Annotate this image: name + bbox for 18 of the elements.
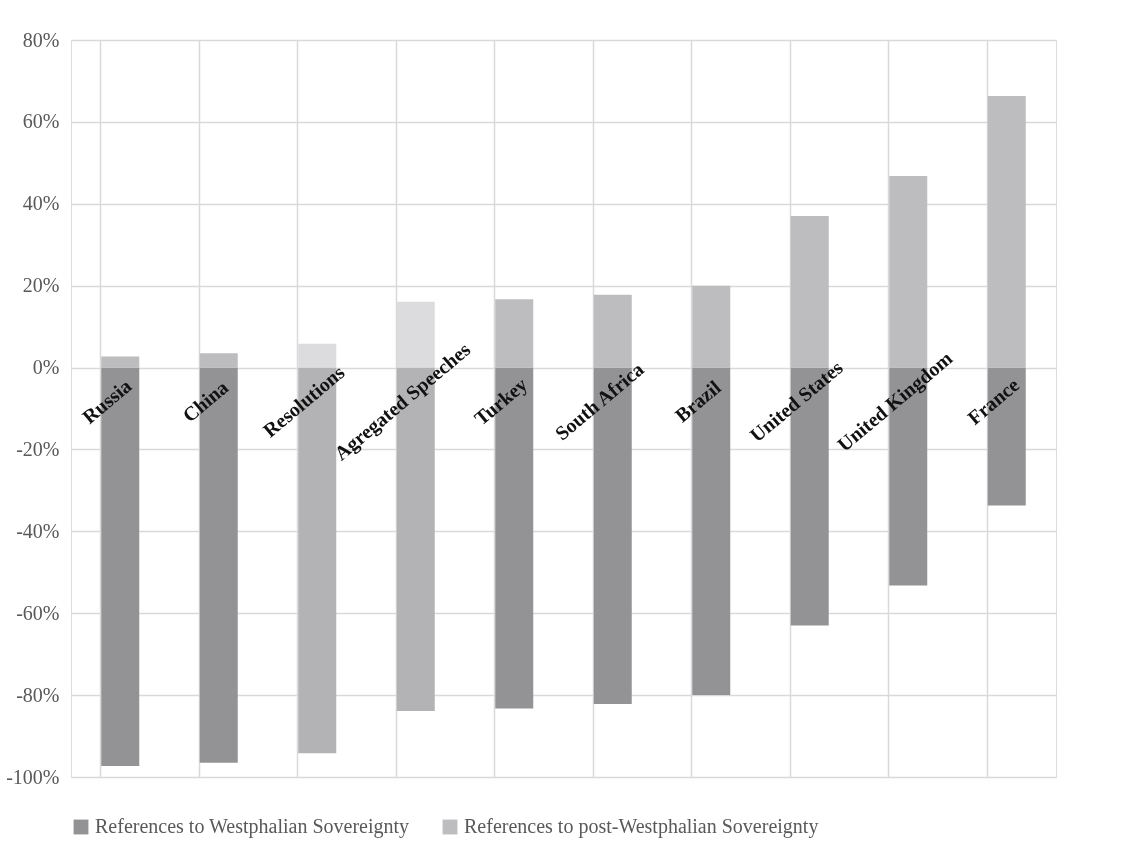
y-tick-label: 0% — [32, 356, 60, 379]
bar — [987, 96, 1026, 368]
legend-label: References to Westphalian Sovereignty — [95, 815, 410, 838]
legend-label: References to post-Westphalian Sovereignty — [464, 815, 819, 838]
y-tick-label: 60% — [22, 110, 60, 133]
y-tick-label: 20% — [22, 274, 60, 297]
bar — [692, 285, 731, 368]
bar — [495, 299, 534, 368]
y-tick-label: -80% — [16, 683, 60, 706]
bar — [101, 356, 140, 368]
y-tick-label: 80% — [22, 28, 60, 51]
y-tick-label: -20% — [16, 437, 60, 460]
y-tick-label: -60% — [16, 601, 60, 624]
y-tick-label: -40% — [16, 519, 60, 542]
y-tick-label: 40% — [22, 192, 60, 215]
bar — [199, 353, 238, 368]
y-tick-label: -100% — [6, 765, 60, 788]
bar — [593, 294, 632, 368]
